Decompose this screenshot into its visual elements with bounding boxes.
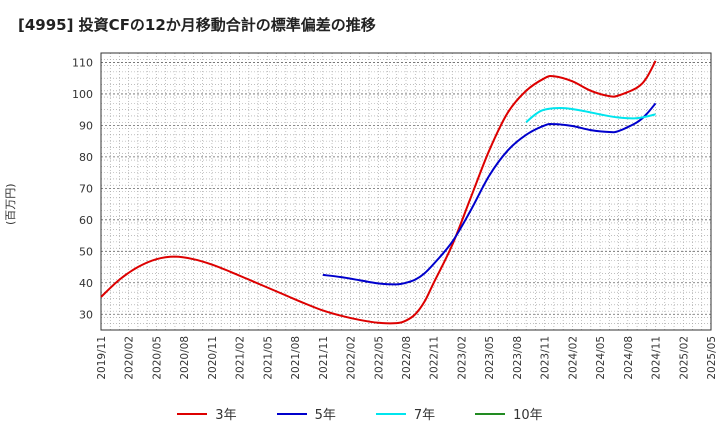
x-tick-label: 2020/05 <box>151 336 163 380</box>
x-tick-label: 2024/11 <box>651 336 663 380</box>
y-tick-label: 100 <box>72 88 93 101</box>
y-tick-label: 90 <box>79 119 93 132</box>
x-tick-label: 2023/11 <box>540 336 552 380</box>
y-tick-label: 70 <box>79 182 93 195</box>
x-tick-label: 2022/08 <box>401 336 413 380</box>
x-tick-label: 2020/08 <box>179 336 191 380</box>
y-tick-label: 50 <box>79 245 93 258</box>
x-tick-label: 2022/11 <box>429 336 441 380</box>
x-tick-label: 2023/05 <box>484 336 496 380</box>
x-tick-label: 2025/05 <box>706 336 718 380</box>
series-line-2 <box>525 107 656 124</box>
chart-title: [4995] 投資CFの12か月移動合計の標準偏差の推移 <box>18 16 376 34</box>
y-tick-label: 30 <box>79 308 93 321</box>
legend-swatch-10y <box>475 412 506 415</box>
x-tick-label: 2020/11 <box>207 336 219 380</box>
x-tick-label: 2023/02 <box>456 336 468 380</box>
x-tick-label: 2021/08 <box>290 336 302 380</box>
x-tick-label: 2024/05 <box>595 336 607 380</box>
legend: 3年 5年 7年 10年 <box>0 404 720 423</box>
legend-item-10y[interactable]: 10年 <box>475 404 543 423</box>
plot-frame <box>100 52 712 331</box>
legend-item-5y[interactable]: 5年 <box>276 404 336 423</box>
legend-label-7y: 7年 <box>413 408 436 423</box>
x-tick-label: 2023/08 <box>512 336 524 380</box>
x-tick-label: 2021/02 <box>235 336 247 380</box>
legend-label-3y: 3年 <box>215 408 237 423</box>
y-tick-label: 110 <box>72 56 93 69</box>
legend-item-3y[interactable]: 3年 <box>177 404 237 423</box>
x-tick-label: 2025/02 <box>678 336 690 380</box>
x-tick-label: 2021/05 <box>262 336 274 380</box>
x-tick-label: 2022/02 <box>346 336 358 380</box>
x-tick-label: 2024/02 <box>567 336 579 380</box>
y-tick-label: 40 <box>79 277 93 290</box>
legend-swatch-3y <box>177 412 208 415</box>
legend-label-5y: 5年 <box>314 408 336 423</box>
legend-swatch-5y <box>276 412 307 415</box>
x-tick-label: 2020/02 <box>124 336 136 380</box>
legend-item-7y[interactable]: 7年 <box>375 404 436 423</box>
x-tick-label: 2019/11 <box>96 336 108 380</box>
y-tick-label: 60 <box>79 214 93 227</box>
y-tick-label: 80 <box>79 151 93 164</box>
x-tick-label: 2022/05 <box>373 336 385 380</box>
x-tick-label: 2024/08 <box>623 336 635 380</box>
series-line-0 <box>100 60 657 325</box>
legend-label-10y: 10年 <box>513 408 543 423</box>
series-line-1 <box>322 102 657 286</box>
legend-swatch-7y <box>375 412 406 415</box>
x-tick-label: 2021/11 <box>318 336 330 380</box>
